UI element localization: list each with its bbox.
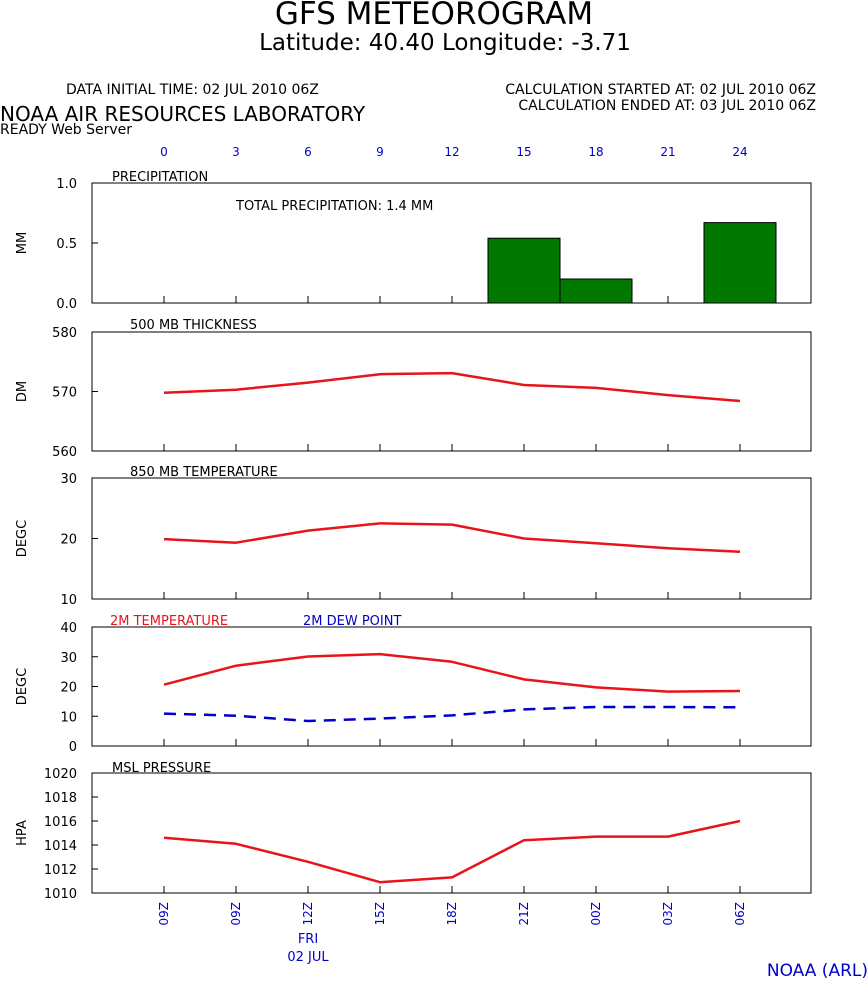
series-line	[163, 819, 741, 884]
y-tick-label: 20	[60, 681, 77, 696]
panel-title: PRECIPITATION	[112, 170, 208, 185]
y-tick-label: 1014	[44, 839, 77, 854]
y-tick-label: 30	[60, 651, 77, 666]
panel-frame	[91, 477, 812, 600]
server-label: READY Web Server	[0, 122, 133, 138]
series-line	[163, 522, 741, 554]
y-axis-label: DEGC	[15, 668, 30, 705]
time-axis-label: 00Z	[589, 902, 603, 926]
forecast-hour-label: 24	[732, 145, 747, 159]
time-axis-label: 09Z	[229, 902, 243, 926]
y-tick-label: 40	[60, 621, 77, 636]
day-label: FRI	[298, 932, 318, 947]
forecast-hour-label: 18	[588, 145, 603, 159]
y-tick-label: 560	[52, 445, 77, 460]
time-axis-label: 03Z	[661, 902, 675, 926]
noaa-credit-label: NOAA (ARL)	[766, 961, 868, 981]
forecast-hour-label: 15	[516, 145, 531, 159]
forecast-hour-label: 12	[444, 145, 459, 159]
forecast-hour-label: 21	[660, 145, 675, 159]
y-tick-label: 0.0	[56, 297, 77, 312]
date-label: 02 JUL	[287, 950, 329, 965]
y-tick-label: 1018	[44, 791, 77, 806]
y-tick-label: 1012	[44, 863, 77, 878]
y-axis-label: HPA	[15, 820, 30, 846]
series-line	[163, 371, 741, 403]
precipitation-bar	[703, 222, 777, 304]
y-tick-label: 30	[60, 472, 77, 487]
y-tick-label: 580	[52, 326, 77, 341]
precipitation-bar	[487, 237, 561, 304]
forecast-hour-label: 3	[232, 145, 240, 159]
calculation-end-label: CALCULATION ENDED AT: 03 JUL 2010 06Z	[518, 98, 816, 114]
y-axis-label: MM	[15, 232, 30, 254]
y-tick-label: 570	[52, 386, 77, 401]
panel-frame	[91, 626, 812, 747]
y-tick-label: 1020	[44, 767, 77, 782]
time-axis-label: 06Z	[733, 902, 747, 926]
forecast-hour-label: 0	[160, 145, 168, 159]
y-tick-label: 10	[60, 710, 77, 725]
initial-time-label: DATA INITIAL TIME: 02 JUL 2010 06Z	[66, 82, 319, 98]
y-tick-label: 1010	[44, 887, 77, 902]
time-axis-label: 21Z	[517, 902, 531, 926]
forecast-hour-label: 9	[376, 145, 384, 159]
panel-title: 850 MB TEMPERATURE	[130, 465, 278, 480]
panel-title: 500 MB THICKNESS	[130, 318, 257, 333]
dew-point-line	[163, 705, 741, 723]
y-tick-label: 0	[69, 740, 77, 755]
location-subtitle: Latitude: 40.40 Longitude: -3.71	[259, 30, 631, 56]
y-axis-label: DEGC	[15, 520, 30, 557]
total-precipitation-annotation: TOTAL PRECIPITATION: 1.4 MM	[235, 199, 433, 214]
legend-2m-temperature: 2M TEMPERATURE	[110, 614, 228, 629]
y-tick-label: 10	[60, 593, 77, 608]
panel-frame	[91, 182, 812, 304]
y-tick-label: 1.0	[56, 177, 77, 192]
calculation-start-label: CALCULATION STARTED AT: 02 JUL 2010 06Z	[505, 82, 816, 98]
legend-2m-dew-point: 2M DEW POINT	[303, 614, 401, 629]
y-tick-label: 20	[60, 533, 77, 548]
panel-title: MSL PRESSURE	[112, 761, 211, 776]
temperature-2m-line	[163, 652, 741, 693]
lab-name: NOAA AIR RESOURCES LABORATORY	[0, 102, 366, 126]
chart-title: GFS METEOROGRAM	[274, 0, 594, 32]
precipitation-bar	[559, 278, 633, 304]
y-tick-label: 1016	[44, 815, 77, 830]
y-tick-label: 0.5	[56, 237, 77, 252]
time-axis-label: 12Z	[301, 902, 315, 926]
time-axis-label: 18Z	[445, 902, 459, 926]
y-axis-label: DM	[15, 381, 30, 402]
panel-frame	[91, 772, 812, 894]
time-axis-label: 09Z	[157, 902, 171, 926]
forecast-hour-label: 6	[304, 145, 312, 159]
time-axis-label: 15Z	[373, 902, 387, 926]
